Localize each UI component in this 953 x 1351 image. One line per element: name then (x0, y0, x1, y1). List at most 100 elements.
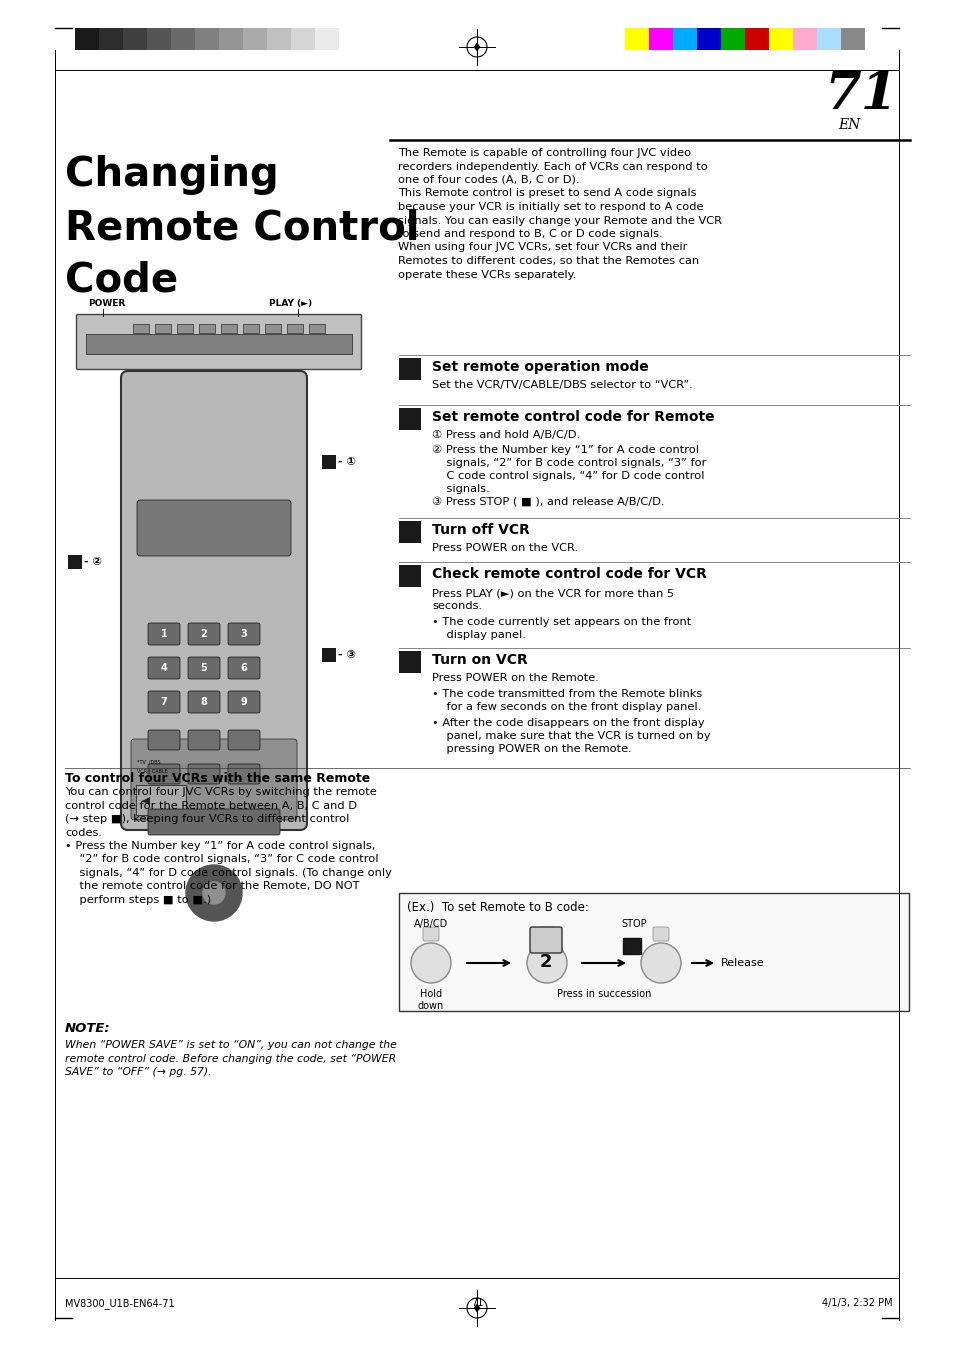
Text: Check remote control code for VCR: Check remote control code for VCR (432, 567, 706, 581)
Text: - ②: - ② (84, 557, 102, 567)
Text: the remote control code for the Remote, DO NOT: the remote control code for the Remote, … (65, 881, 359, 892)
Bar (841, 28, 864, 50)
Text: for a few seconds on the front display panel.: for a few seconds on the front display p… (432, 703, 700, 712)
Circle shape (186, 865, 242, 921)
Text: A/B/CD: A/B/CD (414, 919, 448, 929)
Text: When “POWER SAVE” is set to “ON”, you can not change the: When “POWER SAVE” is set to “ON”, you ca… (65, 1040, 396, 1050)
Text: 1: 1 (160, 630, 167, 639)
Text: • The code currently set appears on the front: • The code currently set appears on the … (432, 617, 691, 627)
Text: Remote Control: Remote Control (65, 208, 419, 249)
Text: Press in succession: Press in succession (557, 989, 651, 998)
Text: POWER: POWER (88, 299, 125, 308)
Bar (75, 28, 99, 50)
Bar (219, 28, 243, 50)
Text: • Press the Number key “1” for A code control signals,: • Press the Number key “1” for A code co… (65, 842, 375, 851)
FancyBboxPatch shape (148, 657, 180, 680)
Text: *TV  /DBS: *TV /DBS (137, 761, 160, 765)
Bar (265, 324, 281, 332)
Text: Release: Release (720, 958, 763, 969)
Bar (697, 28, 720, 50)
Text: MV8300_U1B-EN64-71: MV8300_U1B-EN64-71 (65, 1298, 174, 1309)
Text: 2: 2 (200, 630, 207, 639)
Bar (147, 28, 171, 50)
Text: display panel.: display panel. (432, 630, 525, 640)
FancyBboxPatch shape (188, 690, 220, 713)
Polygon shape (473, 42, 480, 51)
FancyBboxPatch shape (188, 657, 220, 680)
Bar (322, 648, 335, 662)
Text: Changing: Changing (65, 155, 278, 195)
Text: signals, “4” for D code control signals. (To change only: signals, “4” for D code control signals.… (65, 867, 392, 878)
Text: perform steps ■ to ■.): perform steps ■ to ■.) (65, 894, 211, 905)
Bar (68, 555, 82, 569)
Text: Press PLAY (►) on the VCR for more than 5: Press PLAY (►) on the VCR for more than … (432, 588, 674, 598)
Text: 9: 9 (240, 697, 247, 707)
Text: ② Press the Number key “1” for A code control: ② Press the Number key “1” for A code co… (432, 444, 699, 455)
Bar (171, 28, 194, 50)
Text: EN: EN (837, 118, 859, 132)
Text: VCR | CABLE: VCR | CABLE (137, 767, 168, 774)
Text: codes.: codes. (65, 828, 102, 838)
Text: “2” for B code control signals, “3” for C code control: “2” for B code control signals, “3” for … (65, 854, 378, 865)
Bar (816, 28, 841, 50)
Bar (768, 28, 792, 50)
FancyBboxPatch shape (538, 927, 555, 942)
Text: ① Press and hold A/B/C/D.: ① Press and hold A/B/C/D. (432, 430, 579, 440)
FancyBboxPatch shape (188, 765, 220, 784)
Text: signals.: signals. (432, 484, 489, 494)
Circle shape (203, 882, 225, 904)
Text: Press POWER on the Remote.: Press POWER on the Remote. (432, 673, 598, 684)
Text: Code: Code (65, 261, 178, 301)
Text: to send and respond to B, C or D code signals.: to send and respond to B, C or D code si… (397, 230, 662, 239)
FancyBboxPatch shape (137, 500, 291, 557)
Bar (86, 334, 352, 354)
Polygon shape (142, 797, 150, 805)
Bar (792, 28, 816, 50)
Bar (720, 28, 744, 50)
Text: because your VCR is initially set to respond to A code: because your VCR is initially set to res… (397, 203, 702, 212)
Text: Press POWER on the VCR.: Press POWER on the VCR. (432, 543, 578, 553)
Bar (243, 324, 258, 332)
Text: one of four codes (A, B, C or D).: one of four codes (A, B, C or D). (397, 176, 578, 185)
Text: When using four JVC VCRs, set four VCRs and their: When using four JVC VCRs, set four VCRs … (397, 242, 687, 253)
Bar (309, 324, 325, 332)
FancyBboxPatch shape (188, 623, 220, 644)
Bar (99, 28, 123, 50)
Text: The Remote is capable of controlling four JVC video: The Remote is capable of controlling fou… (397, 149, 690, 158)
Text: pressing POWER on the Remote.: pressing POWER on the Remote. (432, 744, 631, 754)
Bar (398, 651, 420, 673)
FancyBboxPatch shape (121, 372, 307, 830)
Text: Set remote operation mode: Set remote operation mode (432, 359, 648, 374)
Bar (398, 358, 420, 380)
Bar (398, 408, 420, 430)
Bar (177, 324, 193, 332)
Text: 5: 5 (200, 663, 207, 673)
Bar (648, 28, 672, 50)
Text: Set the VCR/TV/CABLE/DBS selector to “VCR”.: Set the VCR/TV/CABLE/DBS selector to “VC… (432, 380, 692, 390)
FancyBboxPatch shape (148, 730, 180, 750)
Text: SAVE” to “OFF” (→ pg. 57).: SAVE” to “OFF” (→ pg. 57). (65, 1067, 212, 1077)
FancyBboxPatch shape (148, 690, 180, 713)
FancyBboxPatch shape (188, 730, 220, 750)
Text: 6: 6 (240, 663, 247, 673)
Text: remote control code. Before changing the code, set “POWER: remote control code. Before changing the… (65, 1054, 395, 1063)
FancyBboxPatch shape (131, 739, 296, 820)
FancyBboxPatch shape (228, 690, 260, 713)
Bar (744, 28, 768, 50)
Bar (338, 28, 363, 50)
Text: Hold
down: Hold down (417, 989, 444, 1011)
Circle shape (411, 943, 451, 984)
Text: Remotes to different codes, so that the Remotes can: Remotes to different codes, so that the … (397, 255, 699, 266)
FancyBboxPatch shape (228, 765, 260, 784)
Text: • After the code disappears on the front display: • After the code disappears on the front… (432, 717, 704, 728)
Bar (123, 28, 147, 50)
Text: C code control signals, “4” for D code control: C code control signals, “4” for D code c… (432, 471, 703, 481)
Text: Turn on VCR: Turn on VCR (432, 653, 527, 667)
FancyBboxPatch shape (530, 927, 561, 952)
Bar (243, 28, 267, 50)
FancyBboxPatch shape (148, 765, 180, 784)
FancyBboxPatch shape (228, 657, 260, 680)
Text: 71: 71 (471, 1298, 482, 1308)
Text: ③ Press STOP ( ■ ), and release A/B/C/D.: ③ Press STOP ( ■ ), and release A/B/C/D. (432, 497, 664, 507)
Bar (287, 324, 303, 332)
